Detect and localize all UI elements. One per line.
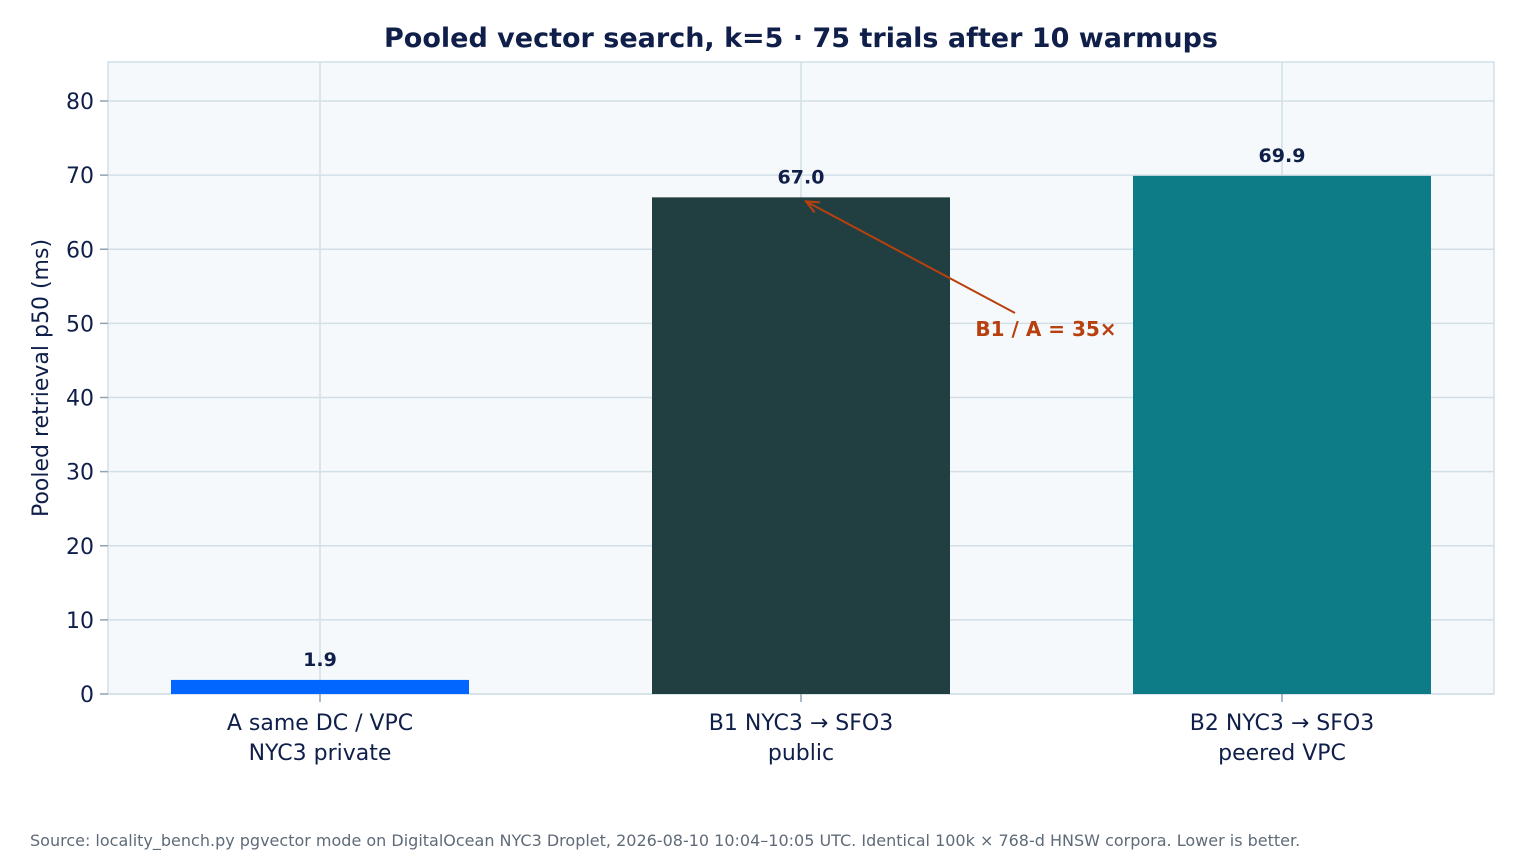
x-axis: A same DC / VPC NYC3 private B1 NYC3 → SFO… (227, 694, 1374, 766)
chart-title: Pooled vector search, k=5 · 75 trials af… (384, 23, 1218, 54)
bar-chart: Pooled vector search, k=5 · 75 trials af… (29, 23, 1495, 766)
bar (171, 679, 469, 694)
bar-value-label: 69.9 (1259, 145, 1306, 167)
ratio-annotation: B1 / A = 35× (803, 200, 1117, 341)
y-tick-label: 0 (80, 683, 94, 708)
annotation-arrowhead (803, 200, 821, 214)
y-axis-label: Pooled retrieval p50 (ms) (29, 239, 54, 517)
annotation-text: B1 / A = 35× (975, 317, 1116, 341)
y-axis: 0 10 20 30 40 50 60 70 80 (66, 90, 108, 708)
y-tick-label: 70 (66, 164, 94, 189)
y-tick-label: 30 (66, 461, 94, 486)
y-tick-label: 40 (66, 387, 94, 412)
y-tick-label: 10 (66, 609, 94, 634)
x-tick-label: peered VPC (1218, 741, 1346, 766)
x-tick-label: public (768, 741, 834, 766)
y-tick-label: 60 (66, 238, 94, 263)
x-tick-label: A same DC / VPC (227, 711, 413, 736)
x-tick-label: B2 NYC3 → SFO3 (1190, 711, 1375, 736)
bar-value-label: 1.9 (303, 649, 337, 671)
bar (1133, 175, 1431, 694)
y-tick-label: 50 (66, 312, 94, 337)
source-note: Source: locality_bench.py pgvector mode … (30, 831, 1301, 850)
bars: 1.9 67.0 69.9 (171, 145, 1431, 695)
x-tick-label: NYC3 private (249, 741, 392, 766)
bar-value-label: 67.0 (778, 166, 825, 188)
y-tick-label: 80 (66, 90, 94, 115)
annotation-arrow (805, 200, 1016, 314)
x-tick-label: B1 NYC3 → SFO3 (709, 711, 894, 736)
y-tick-label: 20 (66, 535, 94, 560)
bar (652, 197, 950, 695)
